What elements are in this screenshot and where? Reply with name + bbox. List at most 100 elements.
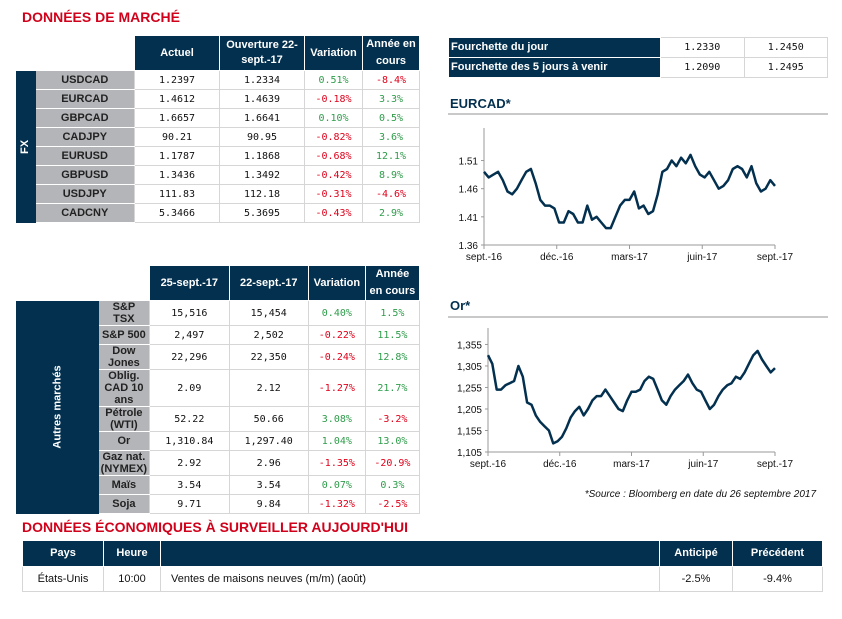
- cell: -0.68%: [304, 146, 363, 166]
- cell: 15,454: [228, 300, 309, 326]
- cell: 1.3492: [219, 165, 305, 185]
- cell: 2.9%: [362, 203, 420, 223]
- cell: 22,296: [149, 344, 230, 370]
- table-row: EURUSD 1.1787 1.1868 -0.68% 12.1%: [16, 146, 420, 166]
- y-tick-label: 1,105: [457, 448, 482, 459]
- cell: 3.6%: [362, 127, 420, 147]
- table-row: GBPCAD 1.6657 1.6641 0.10% 0.5%: [16, 108, 420, 128]
- cell: -0.18%: [304, 89, 363, 109]
- row-label: S&P 500: [98, 325, 150, 345]
- cell: 1.6657: [134, 108, 220, 128]
- row-label: GBPUSD: [35, 165, 135, 185]
- fx-table: Actuel Ouverture 22-sept.-17 Variation Anné…: [15, 35, 420, 223]
- cell: 1.6641: [219, 108, 305, 128]
- x-tick-label: déc.-16: [540, 252, 574, 263]
- cell: -0.42%: [304, 165, 363, 185]
- cell: -1.27%: [307, 369, 366, 407]
- cell: -1.32%: [307, 494, 366, 514]
- series-line: [483, 153, 776, 230]
- cell: 13.0%: [364, 431, 421, 451]
- table-row: Maïs 3.54 3.54 0.07% 0.3%: [16, 475, 421, 495]
- cell: -0.24%: [307, 344, 366, 370]
- x-tick-label: sept.-17: [757, 459, 794, 470]
- x-tick-label: mars-17: [611, 252, 648, 263]
- cell: 52.22: [149, 406, 230, 432]
- cell: 1.1787: [134, 146, 220, 166]
- source-note: *Source : Bloomberg en date du 26 septem…: [584, 489, 816, 500]
- cell: 2.92: [149, 450, 230, 476]
- side-label: FX: [19, 139, 32, 154]
- y-tick-label: 1.46: [459, 185, 479, 196]
- cell: 112.18: [219, 184, 305, 204]
- gold-chart: 1,105 1,155 1,205 1,255 1,305 1,355 sept.-16 dé…: [457, 328, 794, 470]
- eco-title: DONNÉES ÉCONOMIQUES À SURVEILLER AUJOURD…: [22, 519, 409, 535]
- x-tick-label: sept.-17: [757, 252, 794, 263]
- cell: -3.2%: [364, 406, 421, 432]
- cell: 0.5%: [362, 108, 420, 128]
- series-line: [486, 349, 776, 445]
- row-label: CADCNY: [35, 203, 135, 223]
- cell: 0.51%: [304, 70, 363, 90]
- cell: -20.9%: [364, 450, 421, 476]
- row-label: Or: [98, 431, 150, 451]
- cell: -4.6%: [362, 184, 420, 204]
- cell: 15,516: [149, 300, 230, 326]
- x-tick-label: juin-17: [686, 252, 717, 263]
- cell: 9.71: [149, 494, 230, 514]
- cell: 9.84: [228, 494, 309, 514]
- row-label: Soja: [98, 494, 150, 514]
- range-table: Fourchette du jour 1.2330 1.2450 Fourchett…: [448, 37, 828, 78]
- cell: 0.10%: [304, 108, 363, 128]
- table-row: Autres marchés S&P TSX 15,516 15,454 0.40% 1.…: [15, 300, 421, 514]
- cell: -0.43%: [304, 203, 363, 223]
- x-tick-label: déc.-16: [543, 459, 577, 470]
- cell: 0.3%: [364, 475, 421, 495]
- cell: 22,350: [228, 344, 309, 370]
- cell: 1.3436: [134, 165, 220, 185]
- y-tick-label: 1,255: [457, 383, 482, 394]
- row-label: CADJPY: [35, 127, 135, 147]
- page-title: DONNÉES DE MARCHÉ: [22, 9, 180, 25]
- cell: 1,297.40: [228, 431, 309, 451]
- x-tick-label: mars-17: [613, 459, 650, 470]
- cell: 90.21: [134, 127, 220, 147]
- eco-table: Pays Heure Anticipé Précédent États-Unis 10:…: [22, 540, 823, 592]
- table-row: Pétrole (WTI) 52.22 50.66 3.08% -3.2%: [16, 406, 421, 432]
- eco-row: États-Unis 10:00 Ventes de maisons neuves …: [22, 566, 823, 592]
- cell: 90.95: [219, 127, 305, 147]
- y-tick-label: 1.36: [459, 241, 479, 252]
- table-row: Gaz nat. (NYMEX) 2.92 2.96 -1.35% -20.9%: [16, 450, 421, 476]
- y-tick-label: 1,305: [457, 362, 482, 373]
- y-tick-label: 1,355: [457, 340, 482, 351]
- cell: -8.4%: [362, 70, 420, 90]
- cell: 3.54: [228, 475, 309, 495]
- cell: 12.8%: [364, 344, 421, 370]
- x-tick-label: juin-17: [687, 459, 718, 470]
- cell: 1.1868: [219, 146, 305, 166]
- cell: 2,502: [228, 325, 309, 345]
- cell: 1.2334: [219, 70, 305, 90]
- cell: 11.5%: [364, 325, 421, 345]
- eurcad-chart-title: EURCAD*: [450, 96, 511, 111]
- cell: 8.9%: [362, 165, 420, 185]
- side-label: Autres marchés: [51, 365, 64, 449]
- cell: -2.5%: [364, 494, 421, 514]
- cell: 2.09: [149, 369, 230, 407]
- row-label: S&P TSX: [98, 300, 150, 326]
- cell: -0.22%: [307, 325, 366, 345]
- table-row: EURCAD 1.4612 1.4639 -0.18% 3.3%: [16, 89, 420, 109]
- cell: 3.08%: [307, 406, 366, 432]
- table-row: USDJPY 111.83 112.18 -0.31% -4.6%: [16, 184, 420, 204]
- cell: 3.54: [149, 475, 230, 495]
- table-row: Oblig. CAD 10 ans 2.09 2.12 -1.27% 21.7%: [16, 369, 421, 407]
- row-label: USDCAD: [35, 70, 135, 90]
- row-label: Pétrole (WTI): [98, 406, 150, 432]
- cell: -0.31%: [304, 184, 363, 204]
- cell: 1.4612: [134, 89, 220, 109]
- y-tick-label: 1.41: [459, 213, 479, 224]
- table-row: Soja 9.71 9.84 -1.32% -2.5%: [16, 494, 421, 514]
- row-label: EURCAD: [35, 89, 135, 109]
- row-label: GBPCAD: [35, 108, 135, 128]
- row-label: Oblig. CAD 10 ans: [98, 369, 150, 407]
- x-tick-label: sept.-16: [466, 252, 503, 263]
